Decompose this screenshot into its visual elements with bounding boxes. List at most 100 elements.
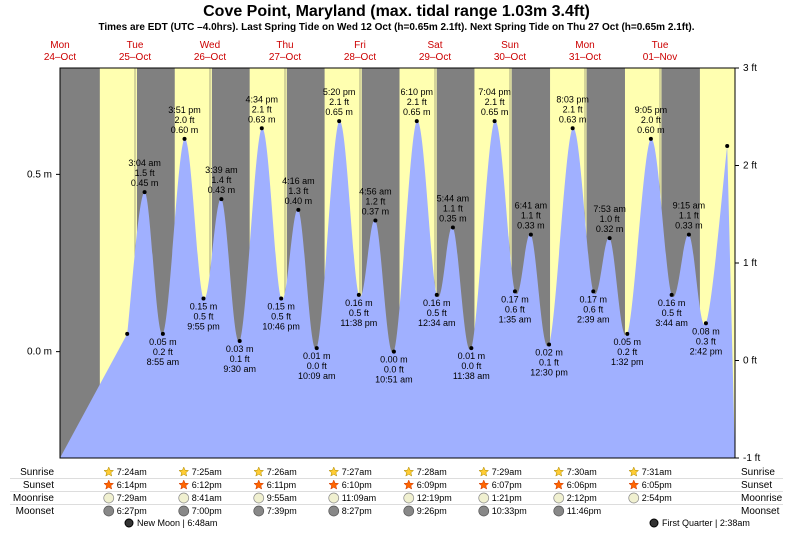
tide-point <box>704 321 708 325</box>
tide-label-m: 0.35 m <box>439 214 467 224</box>
moonset-time: 10:33pm <box>492 506 527 516</box>
tide-label-time: 12:34 am <box>418 318 456 328</box>
tide-label-m: 0.33 m <box>517 221 545 231</box>
moon-phase-label: New Moon | 6:48am <box>137 518 217 528</box>
tide-label-ft: 0.2 ft <box>153 347 174 357</box>
day-date: 26–Oct <box>194 52 226 63</box>
moonrise-time: 2:12pm <box>567 493 597 503</box>
sunrise-time: 7:30am <box>567 467 597 477</box>
tide-label-ft: 2.1 ft <box>252 104 273 114</box>
tide-label-m: 0.16 m <box>345 298 373 308</box>
tide-label-time: 3:44 am <box>655 318 688 328</box>
day-dow: Tue <box>127 40 144 51</box>
day-date: 28–Oct <box>344 52 376 63</box>
chart-title: Cove Point, Maryland (max. tidal range 1… <box>203 3 590 20</box>
tide-label-ft: 2.0 ft <box>175 115 196 125</box>
day-dow: Mon <box>50 40 69 51</box>
moonset-time: 11:46pm <box>567 506 601 516</box>
moonrise-icon <box>104 493 114 503</box>
tide-label-ft: 0.6 ft <box>505 304 526 314</box>
day-dow: Fri <box>354 40 366 51</box>
sunset-time: 6:12pm <box>192 480 222 490</box>
sunrise-time: 7:25am <box>192 467 222 477</box>
tide-label-time: 5:20 pm <box>323 87 356 97</box>
tide-point <box>357 293 361 297</box>
tide-label-time: 9:30 am <box>223 364 256 374</box>
sunset-time: 6:06pm <box>567 480 597 490</box>
tide-point <box>279 296 283 300</box>
tide-chart: 3:04 am1.5 ft0.45 m0.05 m0.2 ft8:55 am3:… <box>0 0 793 539</box>
sunrise-time: 7:26am <box>267 467 297 477</box>
sunrise-icon <box>629 467 639 476</box>
tide-label-time: 11:38 pm <box>340 318 377 328</box>
sunset-icon <box>104 480 114 489</box>
tide-label-time: 7:04 pm <box>478 87 511 97</box>
tide-label-time: 12:30 pm <box>530 368 568 378</box>
day-date: 31–Oct <box>569 52 601 63</box>
tide-label-m: 0.02 m <box>535 348 563 358</box>
tide-label-ft: 0.6 ft <box>583 304 604 314</box>
tide-label-time: 1:32 pm <box>611 357 644 367</box>
moonset-time: 8:27pm <box>342 506 372 516</box>
tide-point <box>143 190 147 194</box>
moonset-icon <box>404 506 414 516</box>
tide-point <box>415 119 419 123</box>
day-dow: Mon <box>575 40 594 51</box>
sunset-icon <box>179 480 189 489</box>
tide-label-m: 0.01 m <box>303 351 331 361</box>
moonrise-time: 12:19pm <box>417 493 452 503</box>
tide-label-ft: 2.1 ft <box>407 97 428 107</box>
tide-label-time: 5:44 am <box>437 194 470 204</box>
tide-label-time: 3:39 am <box>205 165 238 175</box>
tide-label-ft: 0.3 ft <box>696 336 717 346</box>
moonrise-time: 9:55am <box>267 493 297 503</box>
moonrise-time: 2:54pm <box>642 493 672 503</box>
moonrise-icon <box>554 493 564 503</box>
sunrise-icon <box>254 467 264 476</box>
tide-label-m: 0.15 m <box>190 301 218 311</box>
y-right-tick: 1 ft <box>743 258 757 269</box>
sunrise-icon <box>179 467 189 476</box>
row-label-sunset-r: Sunset <box>741 480 772 491</box>
sunrise-time: 7:27am <box>342 467 372 477</box>
tide-point <box>571 126 575 130</box>
tide-label-time: 4:56 am <box>359 186 392 196</box>
moonrise-time: 1:21pm <box>492 493 522 503</box>
tide-point <box>591 289 595 293</box>
day-dow: Wed <box>200 40 220 51</box>
tide-label-ft: 0.5 ft <box>271 311 292 321</box>
tide-point <box>183 137 187 141</box>
sunrise-time: 7:29am <box>492 467 522 477</box>
y-left-tick: 0.5 m <box>27 169 52 180</box>
sunset-icon <box>479 480 489 489</box>
moon-phase-icon <box>125 519 133 527</box>
moonrise-icon <box>629 493 639 503</box>
tide-point <box>125 332 129 336</box>
tide-label-ft: 2.0 ft <box>641 115 662 125</box>
tide-label-m: 0.00 m <box>380 355 408 365</box>
tide-label-ft: 1.1 ft <box>679 211 700 221</box>
tide-label-m: 0.15 m <box>267 301 295 311</box>
sunrise-icon <box>404 467 414 476</box>
moonrise-time: 8:41am <box>192 493 222 503</box>
moonset-time: 6:27pm <box>117 506 147 516</box>
day-date: 29–Oct <box>419 52 451 63</box>
tide-label-ft: 0.5 ft <box>662 308 683 318</box>
row-label-sunrise: Sunrise <box>20 467 54 478</box>
tide-label-m: 0.65 m <box>325 107 353 117</box>
sunrise-icon <box>479 467 489 476</box>
moonrise-icon <box>179 493 189 503</box>
moonset-time: 7:00pm <box>192 506 222 516</box>
tide-label-time: 4:16 am <box>282 176 315 186</box>
tide-label-m: 0.60 m <box>171 125 199 135</box>
tide-label-ft: 2.1 ft <box>563 104 584 114</box>
tide-label-m: 0.16 m <box>658 298 686 308</box>
moon-phase-icon <box>650 519 658 527</box>
sunrise-icon <box>554 467 564 476</box>
day-dow: Sun <box>501 40 519 51</box>
tide-label-ft: 1.3 ft <box>288 186 309 196</box>
day-date: 30–Oct <box>494 52 526 63</box>
tide-label-ft: 0.1 ft <box>539 358 560 368</box>
tide-label-m: 0.40 m <box>285 196 313 206</box>
y-right-tick: 3 ft <box>743 63 757 74</box>
